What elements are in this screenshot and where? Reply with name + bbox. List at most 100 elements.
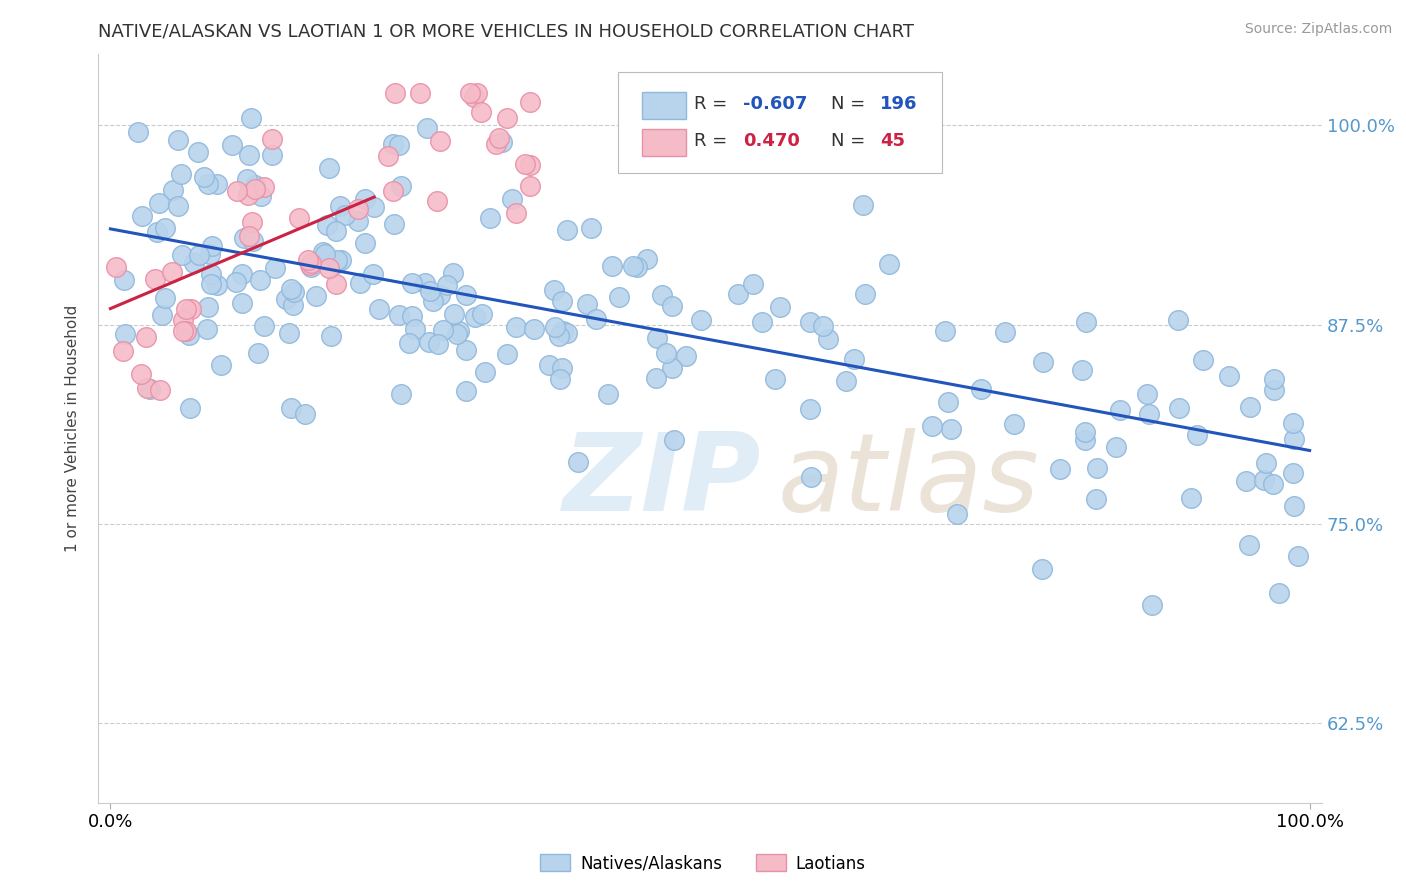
Point — [555, 223, 578, 237]
Point — [644, 371, 666, 385]
Point — [478, 211, 501, 226]
Point — [197, 301, 219, 315]
Point — [198, 247, 221, 261]
Point — [129, 367, 152, 381]
Point — [474, 365, 496, 379]
Point — [330, 253, 353, 268]
Point — [167, 133, 190, 147]
Point — [288, 211, 311, 226]
Point — [146, 225, 169, 239]
Point — [877, 257, 900, 271]
Point — [150, 308, 173, 322]
Point — [626, 260, 648, 275]
Point — [852, 198, 875, 212]
Text: R =: R = — [695, 132, 733, 150]
Point — [329, 199, 352, 213]
Y-axis label: 1 or more Vehicles in Household: 1 or more Vehicles in Household — [65, 304, 80, 552]
Point — [550, 360, 572, 375]
Point — [299, 260, 322, 274]
Point — [454, 288, 477, 302]
Point — [384, 87, 406, 101]
Point — [187, 145, 209, 159]
Point — [197, 177, 219, 191]
Point — [662, 433, 685, 447]
Point — [1140, 598, 1163, 612]
Point — [429, 135, 451, 149]
Point — [432, 323, 454, 337]
Text: ZIP: ZIP — [564, 427, 762, 533]
Point — [127, 125, 149, 139]
Point — [349, 276, 371, 290]
Point — [1239, 538, 1261, 552]
Point — [690, 312, 713, 326]
Point — [162, 265, 184, 279]
Point — [519, 158, 541, 172]
Point — [939, 422, 962, 436]
Point — [1074, 433, 1097, 447]
Point — [176, 301, 198, 316]
Text: 196: 196 — [880, 95, 918, 113]
Point — [401, 276, 423, 290]
Point — [661, 361, 683, 376]
Point — [655, 346, 678, 360]
Point — [200, 277, 222, 291]
Point — [515, 157, 537, 171]
Point — [1253, 473, 1275, 487]
Point — [1168, 401, 1191, 416]
Point — [817, 333, 839, 347]
Point — [294, 407, 316, 421]
Point — [1187, 428, 1209, 442]
Point — [325, 224, 347, 238]
Point — [388, 137, 411, 152]
Point — [651, 288, 673, 302]
Point — [436, 278, 458, 293]
Text: 0.470: 0.470 — [742, 132, 800, 150]
Point — [243, 178, 266, 192]
Point — [325, 277, 347, 292]
Point — [274, 292, 297, 306]
Point — [488, 130, 510, 145]
FancyBboxPatch shape — [641, 129, 686, 156]
Point — [249, 273, 271, 287]
Point — [207, 177, 229, 191]
Point — [381, 136, 404, 151]
Point — [112, 273, 135, 287]
Point — [315, 218, 337, 232]
Point — [427, 337, 450, 351]
Point — [733, 153, 755, 167]
Point — [501, 192, 523, 206]
Point — [1191, 353, 1213, 368]
Point — [600, 260, 623, 274]
Point — [377, 149, 399, 163]
Point — [607, 290, 630, 304]
Point — [799, 402, 821, 417]
Point — [467, 87, 489, 101]
Point — [172, 324, 194, 338]
Point — [201, 239, 224, 253]
Point — [139, 382, 162, 396]
Point — [209, 358, 232, 372]
Point — [346, 202, 368, 217]
Point — [153, 291, 176, 305]
Point — [1180, 491, 1202, 505]
Point — [1261, 477, 1284, 491]
Point — [769, 300, 792, 314]
Point — [381, 184, 404, 198]
Point — [299, 256, 322, 270]
Point — [354, 192, 377, 206]
Point — [1263, 384, 1285, 398]
Point — [231, 295, 253, 310]
Point — [207, 278, 229, 293]
Point — [1074, 425, 1097, 440]
Point — [1282, 466, 1305, 480]
Point — [551, 294, 574, 309]
Point — [936, 394, 959, 409]
Point — [253, 180, 276, 194]
Point — [934, 325, 956, 339]
Point — [742, 277, 765, 292]
Point — [278, 326, 301, 340]
Point — [235, 172, 257, 186]
Text: NATIVE/ALASKAN VS LAOTIAN 1 OR MORE VEHICLES IN HOUSEHOLD CORRELATION CHART: NATIVE/ALASKAN VS LAOTIAN 1 OR MORE VEHI… — [98, 23, 914, 41]
Point — [318, 260, 340, 275]
Point — [585, 311, 607, 326]
